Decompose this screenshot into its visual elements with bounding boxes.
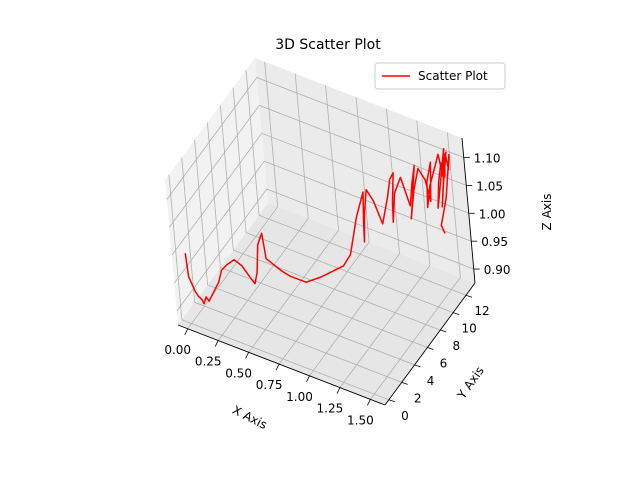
series-layer [184, 148, 450, 305]
x-tick-label: 1.50 [347, 413, 374, 427]
y-tick-mark [440, 329, 447, 333]
z-axis-line [461, 137, 476, 284]
z-tick-label: 1.10 [474, 152, 501, 166]
chart-title: 3D Scatter Plot [275, 37, 381, 53]
x-tick-mark [306, 375, 310, 383]
x-tick-mark [245, 352, 249, 359]
x-tick-mark [336, 387, 341, 394]
z-grid-line [166, 77, 464, 200]
y-tick-mark [414, 364, 421, 368]
x-axis-title: X Axis [230, 403, 269, 432]
x-axis-line [177, 324, 386, 406]
x-tick-label: 1.00 [286, 390, 313, 404]
z-tick-label: 1.05 [476, 179, 503, 193]
x-tick-label: 0.25 [195, 355, 222, 369]
y-grid-line [219, 105, 441, 331]
y-tick-label: 8 [452, 339, 460, 353]
tick-labels: 0.000.250.500.751.001.251.50 0246810120.9… [164, 152, 510, 428]
x-grid-line [278, 97, 370, 365]
x-grid-line [217, 73, 309, 341]
x-grid-line [370, 132, 461, 400]
y-tick-mark [388, 399, 395, 403]
grid-lines [166, 61, 474, 401]
y-grid-line [245, 70, 467, 296]
z-tick-label: 0.90 [484, 263, 511, 277]
series-line [184, 148, 450, 305]
axis-lines [177, 137, 476, 406]
legend: Scatter Plot [374, 62, 506, 90]
y-tick-label: 4 [427, 374, 435, 388]
x-tick-label: 1.25 [317, 402, 344, 416]
y-grid-line [207, 122, 428, 348]
x-tick-label: 0.00 [164, 343, 191, 357]
y-tick-label: 6 [440, 357, 448, 371]
x-grid-line [309, 108, 400, 377]
z-grid-line [168, 104, 467, 228]
y-tick-label: 0 [401, 409, 409, 423]
y-tick-label: 10 [461, 322, 476, 336]
y-axis-line [384, 282, 476, 406]
legend-box [374, 62, 506, 90]
x-tick-mark [275, 363, 280, 371]
legend-label: Scatter Plot [418, 69, 488, 83]
y-axis-title: Y Axis [454, 364, 487, 402]
z-grid-line [171, 132, 469, 256]
y-grid-line [194, 139, 415, 366]
y-tick-label: 2 [414, 391, 422, 405]
z-tick-label: 0.95 [481, 235, 508, 249]
x-grid-line [248, 85, 340, 353]
axis-panes [165, 58, 475, 405]
y-grid-line [168, 174, 390, 401]
x-tick-mark [214, 340, 219, 347]
x-tick-mark [184, 328, 189, 335]
z-tick-label: 1.00 [479, 207, 506, 221]
y-tick-label: 12 [474, 304, 489, 318]
z-grid-line [173, 160, 472, 284]
x-grid-line [339, 120, 431, 388]
y-tick-mark [465, 294, 473, 298]
x-tick-label: 0.50 [225, 366, 252, 380]
y-tick-mark [401, 381, 408, 385]
z-axis-title: Z Axis [540, 194, 554, 231]
y-grid-line [232, 87, 454, 313]
y-tick-mark [453, 312, 460, 316]
back-pane [255, 58, 475, 283]
y-tick-mark [427, 347, 434, 350]
z-grid-line [176, 188, 474, 312]
x-grid-line [187, 61, 279, 330]
floor-pane [178, 203, 475, 405]
x-tick-label: 0.75 [256, 378, 283, 392]
x-tick-mark [367, 399, 371, 406]
y-grid-line [181, 157, 402, 383]
